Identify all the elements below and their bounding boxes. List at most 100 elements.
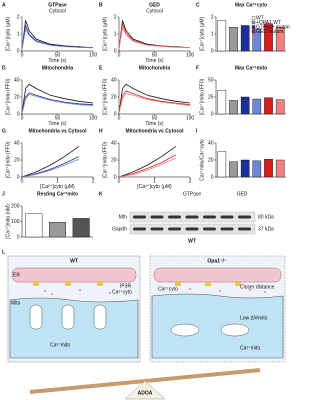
bar [240, 159, 250, 178]
y-tick-label: 40 [14, 140, 20, 146]
x-tick-label: 50 [152, 115, 158, 121]
band [203, 227, 216, 231]
band [220, 227, 234, 231]
panel-subtitle: Cytosol [49, 8, 66, 14]
y-tick-label: 20 [208, 157, 214, 163]
y-tick-label: 0 [114, 111, 117, 117]
legend-label: GTPase mutant [256, 24, 290, 30]
y-tick-label: 20 [14, 94, 20, 100]
bar [72, 218, 90, 238]
x-tick-label: 0 [118, 115, 121, 121]
panel-letter: E [99, 65, 103, 71]
ca-cyto-wt: Ca²⁺cyto [112, 289, 132, 295]
series-line [118, 25, 191, 50]
bar [275, 99, 285, 115]
er-label: ER [13, 272, 20, 278]
bar [229, 161, 238, 178]
x-tick-label: 0 [118, 178, 121, 184]
cristae [29, 304, 250, 337]
y-axis-label: Ca²⁺mito/Ca²⁺cyto [199, 139, 205, 181]
y-axis-label: [Ca²⁺]cyto (μM) [199, 16, 205, 51]
row-label: Gapdh [112, 226, 127, 232]
band [185, 215, 199, 219]
y-tick-label: 40 [111, 140, 117, 146]
bar [217, 89, 227, 115]
y-tick-label: 0 [114, 48, 117, 54]
mito-wt [9, 297, 139, 359]
bar [252, 28, 262, 52]
band [168, 227, 181, 231]
series-line [21, 158, 79, 178]
x-axis-label: Time (s) [145, 121, 163, 127]
x-tick-label: 0 [118, 52, 121, 58]
x-tick-label: 1 [153, 178, 156, 184]
ca-dots [44, 288, 266, 295]
band [133, 215, 146, 219]
y-tick-label: 100 [11, 219, 20, 225]
panel-title: Max Ca²⁺cyto [235, 2, 267, 8]
bar [229, 100, 238, 115]
x-tick-label: 0 [21, 115, 24, 121]
panel-letter: G [2, 128, 6, 134]
panel-title: GTPase [48, 2, 67, 8]
y-tick-label: 0 [211, 48, 214, 54]
schematic: L WT Opa1⁻/⁻ ER IP3R Mito Ca²⁺cyto Ca²⁺c… [2, 249, 286, 400]
series-line [21, 146, 80, 178]
panel-title: Mitochondria [42, 65, 74, 71]
x-tick-label: 100 [89, 115, 98, 121]
band [185, 227, 199, 231]
series-line [118, 90, 191, 114]
panel-letter: K [99, 191, 103, 197]
wt-title: WT [70, 258, 78, 264]
series-line [21, 156, 79, 178]
y-tick-label: 20 [14, 157, 20, 163]
mito-opa [151, 293, 284, 359]
x-axis-label: [Ca²⁺]cyto (μM) [137, 184, 172, 190]
panel-title: GED [149, 2, 160, 8]
lane-group: GTPase [183, 191, 202, 197]
series-line [118, 93, 191, 114]
opa-title: Opa1⁻/⁻ [207, 258, 227, 264]
row-label: Mfn [119, 214, 128, 220]
ca-mito-wt: Ca²⁺mito [50, 342, 70, 348]
er-opa [153, 267, 282, 283]
y-tick-label: 40 [111, 77, 117, 83]
y-tick-label: 2 [17, 14, 20, 20]
y-tick-label: 0 [114, 174, 117, 180]
blot-footer: WT [188, 238, 196, 244]
series-line [118, 146, 177, 178]
band [133, 227, 146, 231]
x-tick-label: 0 [21, 52, 24, 58]
x-axis-label: Time (s) [48, 121, 66, 127]
x-tick-label: 2 [189, 178, 192, 184]
y-axis-label: [Ca²⁺]mito (FF0) [199, 78, 205, 115]
band [203, 215, 216, 219]
x-tick-label: 50 [55, 52, 61, 58]
series-line [118, 83, 191, 114]
legend-swatch [251, 20, 256, 25]
series-line [118, 154, 176, 178]
bar [275, 159, 285, 178]
fulcrum [124, 380, 166, 400]
series-line [118, 20, 191, 50]
y-axis-label: [Ca²⁺]cyto (μM) [5, 16, 11, 51]
panel-letter: H [99, 128, 103, 134]
y-axis-label: [Ca²⁺]mito (FF0) [5, 78, 11, 115]
y-tick-label: 200 [11, 203, 20, 209]
y-tick-label: 0 [17, 234, 20, 240]
legend-label: WT [256, 15, 264, 21]
bar [264, 97, 273, 115]
legend-swatch [251, 25, 256, 29]
x-tick-label: 100 [186, 115, 195, 121]
y-tick-label: 20 [111, 94, 117, 100]
y-axis-label: [Ca²⁺]mito (nM) [5, 204, 11, 239]
bar [49, 222, 66, 238]
series-line [21, 27, 94, 50]
band [220, 215, 234, 219]
panel-title: Mitochondria vs Cytosol [28, 128, 87, 134]
bar [217, 20, 227, 52]
bar [252, 160, 262, 178]
y-tick-label: 0 [211, 111, 214, 117]
y-tick-label: 40 [14, 77, 20, 83]
series-line [21, 83, 94, 114]
